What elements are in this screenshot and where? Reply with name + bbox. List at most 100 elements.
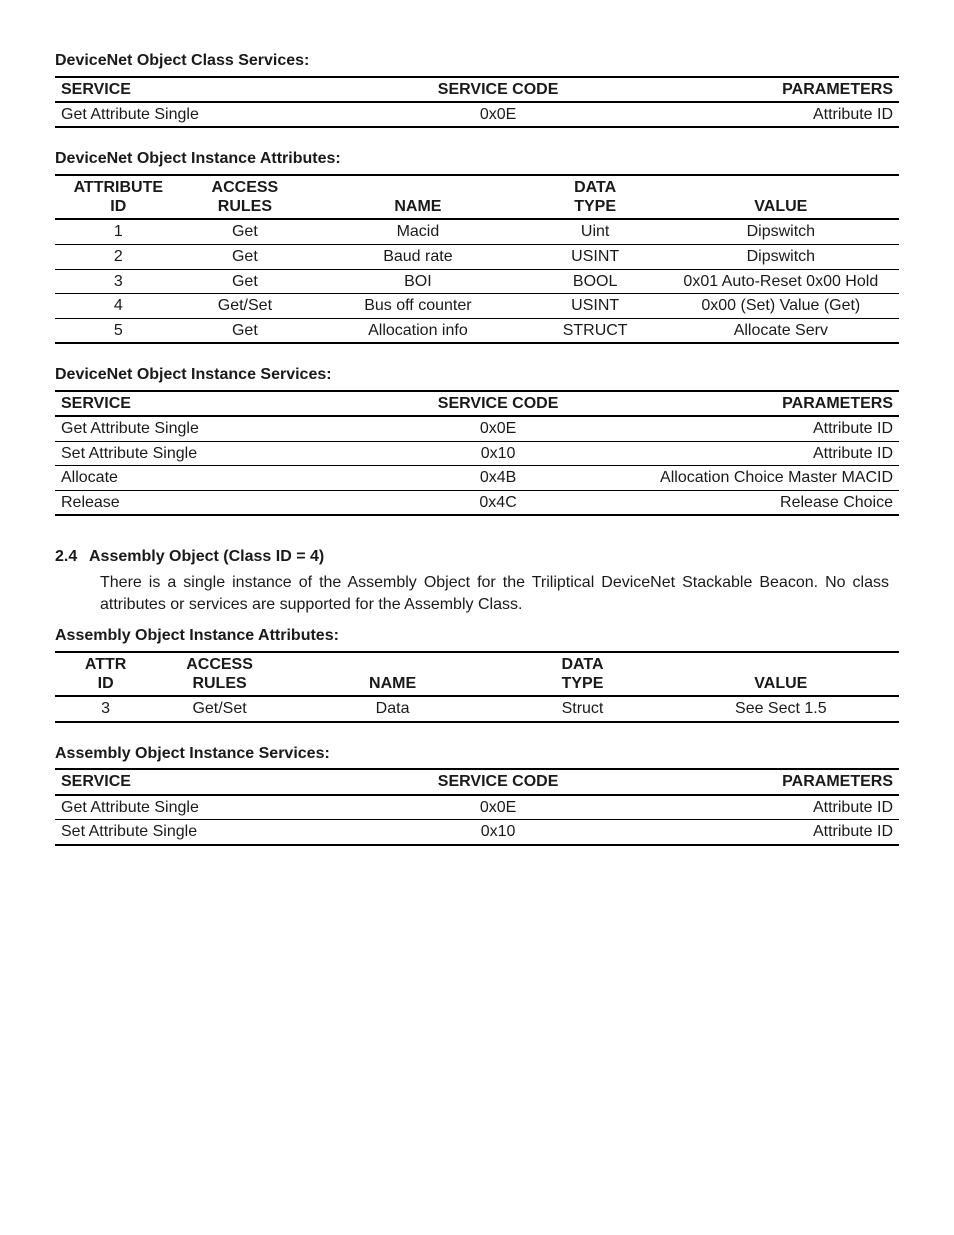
table-cell: Attribute ID bbox=[604, 795, 899, 820]
table-row: Release0x4CRelease Choice bbox=[55, 490, 899, 515]
table-row: 5GetAllocation infoSTRUCTAllocate Serv bbox=[55, 318, 899, 343]
table-row: Set Attribute Single0x10Attribute ID bbox=[55, 820, 899, 845]
section-title: DeviceNet Object Class Services: bbox=[55, 50, 899, 72]
table-cell: Bus off counter bbox=[308, 294, 527, 319]
table-cell: Macid bbox=[308, 219, 527, 244]
col-service: SERVICE bbox=[55, 769, 393, 794]
table-header-row: ATTRID ACCESSRULES NAME DATATYPE VALUE bbox=[55, 652, 899, 696]
section-title: Assembly Object Instance Attributes: bbox=[55, 625, 899, 647]
table-cell: Allocate bbox=[55, 466, 393, 491]
table-cell: 3 bbox=[55, 696, 156, 722]
table-body: Get Attribute Single0x0EAttribute IDSet … bbox=[55, 416, 899, 515]
table-cell: Uint bbox=[528, 219, 663, 244]
table-cell: Get bbox=[182, 219, 309, 244]
table-cell: 5 bbox=[55, 318, 182, 343]
table-cell: BOI bbox=[308, 269, 527, 294]
table-cell: Struct bbox=[502, 696, 662, 722]
table-row: 2GetBaud rateUSINTDipswitch bbox=[55, 244, 899, 269]
table-cell: 0x10 bbox=[393, 441, 604, 466]
col-data-type: DATATYPE bbox=[502, 652, 662, 696]
heading-text: Assembly Object (Class ID = 4) bbox=[89, 546, 324, 568]
table-header-row: ATTRIBUTEID ACCESSRULES NAME DATATYPE VA… bbox=[55, 175, 899, 219]
table-cell: Allocation info bbox=[308, 318, 527, 343]
table-cell: Set Attribute Single bbox=[55, 441, 393, 466]
table-cell: Attribute ID bbox=[604, 820, 899, 845]
table-body: 1GetMacidUintDipswitch2GetBaud rateUSINT… bbox=[55, 219, 899, 343]
section-title: DeviceNet Object Instance Services: bbox=[55, 364, 899, 386]
table-cell: STRUCT bbox=[528, 318, 663, 343]
table-cell: Release bbox=[55, 490, 393, 515]
col-parameters: PARAMETERS bbox=[604, 769, 899, 794]
col-service: SERVICE bbox=[55, 77, 393, 102]
table-cell: 2 bbox=[55, 244, 182, 269]
table-cell: 0x10 bbox=[393, 820, 604, 845]
table-instance-services: SERVICE SERVICE CODE PARAMETERS Get Attr… bbox=[55, 390, 899, 517]
table-cell: Get bbox=[182, 269, 309, 294]
table-row: Get Attribute Single0x0EAttribute ID bbox=[55, 795, 899, 820]
col-service: SERVICE bbox=[55, 391, 393, 416]
table-cell: Get Attribute Single bbox=[55, 102, 393, 128]
table-body: Get Attribute Single0x0EAttribute ID bbox=[55, 102, 899, 128]
table-cell: 0x4B bbox=[393, 466, 604, 491]
table-cell: 0x4C bbox=[393, 490, 604, 515]
table-cell: Dipswitch bbox=[663, 219, 899, 244]
table-row: 3GetBOIBOOL0x01 Auto-Reset 0x00 Hold bbox=[55, 269, 899, 294]
table-assembly-services: SERVICE SERVICE CODE PARAMETERS Get Attr… bbox=[55, 768, 899, 845]
table-cell: USINT bbox=[528, 294, 663, 319]
table-cell: 4 bbox=[55, 294, 182, 319]
section-title: Assembly Object Instance Services: bbox=[55, 743, 899, 765]
table-cell: See Sect 1.5 bbox=[663, 696, 899, 722]
col-parameters: PARAMETERS bbox=[604, 391, 899, 416]
col-attr-id: ATTRIBUTEID bbox=[55, 175, 182, 219]
table-cell: Attribute ID bbox=[604, 102, 899, 128]
col-value: VALUE bbox=[663, 652, 899, 696]
table-cell: 0x0E bbox=[393, 102, 604, 128]
col-access-rules: ACCESSRULES bbox=[156, 652, 283, 696]
table-cell: Attribute ID bbox=[604, 416, 899, 441]
table-instance-attributes: ATTRIBUTEID ACCESSRULES NAME DATATYPE VA… bbox=[55, 174, 899, 344]
table-row: 1GetMacidUintDipswitch bbox=[55, 219, 899, 244]
table-class-services: SERVICE SERVICE CODE PARAMETERS Get Attr… bbox=[55, 76, 899, 129]
col-access-rules: ACCESSRULES bbox=[182, 175, 309, 219]
table-cell: Get bbox=[182, 318, 309, 343]
table-cell: Dipswitch bbox=[663, 244, 899, 269]
table-cell: 0x0E bbox=[393, 795, 604, 820]
table-cell: 1 bbox=[55, 219, 182, 244]
col-name: NAME bbox=[308, 175, 527, 219]
table-cell: Baud rate bbox=[308, 244, 527, 269]
table-cell: Get/Set bbox=[182, 294, 309, 319]
table-row: 4Get/SetBus off counterUSINT0x00 (Set) V… bbox=[55, 294, 899, 319]
table-cell: 0x01 Auto-Reset 0x00 Hold bbox=[663, 269, 899, 294]
table-cell: Data bbox=[283, 696, 502, 722]
col-data-type: DATATYPE bbox=[528, 175, 663, 219]
table-row: Allocate0x4BAllocation Choice Master MAC… bbox=[55, 466, 899, 491]
col-attr-id: ATTRID bbox=[55, 652, 156, 696]
table-cell: 0x00 (Set) Value (Get) bbox=[663, 294, 899, 319]
subsection-heading: 2.4 Assembly Object (Class ID = 4) bbox=[55, 546, 899, 568]
table-header-row: SERVICE SERVICE CODE PARAMETERS bbox=[55, 769, 899, 794]
table-row: Get Attribute Single0x0EAttribute ID bbox=[55, 416, 899, 441]
col-name: NAME bbox=[283, 652, 502, 696]
table-body: 3Get/SetDataStructSee Sect 1.5 bbox=[55, 696, 899, 722]
col-service-code: SERVICE CODE bbox=[393, 769, 604, 794]
table-cell: Get bbox=[182, 244, 309, 269]
table-cell: Release Choice bbox=[604, 490, 899, 515]
table-body: Get Attribute Single0x0EAttribute IDSet … bbox=[55, 795, 899, 845]
table-row: Set Attribute Single0x10Attribute ID bbox=[55, 441, 899, 466]
table-cell: Get Attribute Single bbox=[55, 416, 393, 441]
table-header-row: SERVICE SERVICE CODE PARAMETERS bbox=[55, 77, 899, 102]
col-service-code: SERVICE CODE bbox=[393, 391, 604, 416]
table-cell: 3 bbox=[55, 269, 182, 294]
table-cell: Attribute ID bbox=[604, 441, 899, 466]
col-parameters: PARAMETERS bbox=[604, 77, 899, 102]
table-header-row: SERVICE SERVICE CODE PARAMETERS bbox=[55, 391, 899, 416]
section-title: DeviceNet Object Instance Attributes: bbox=[55, 148, 899, 170]
table-cell: BOOL bbox=[528, 269, 663, 294]
table-cell: Get/Set bbox=[156, 696, 283, 722]
body-paragraph: There is a single instance of the Assemb… bbox=[100, 572, 889, 615]
col-value: VALUE bbox=[663, 175, 899, 219]
table-cell: Allocation Choice Master MACID bbox=[604, 466, 899, 491]
col-service-code: SERVICE CODE bbox=[393, 77, 604, 102]
table-row: Get Attribute Single0x0EAttribute ID bbox=[55, 102, 899, 128]
table-cell: USINT bbox=[528, 244, 663, 269]
